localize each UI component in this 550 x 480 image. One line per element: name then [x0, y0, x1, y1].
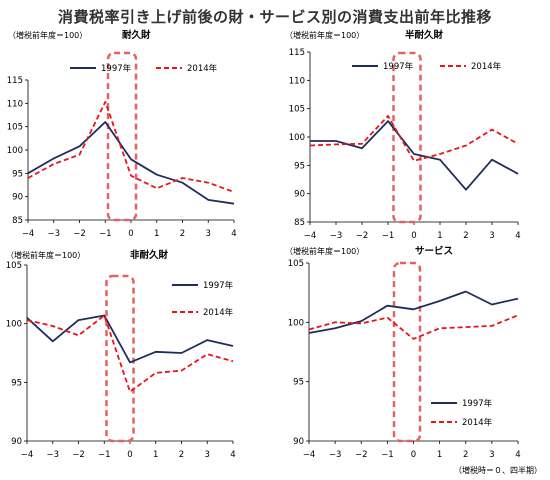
- x-tick-label: 1: [154, 229, 159, 239]
- panel-non-durable: 90 95 100 105 −4 −3 −2 −1 0 1 2 3 4 非耐久財 （増税前年度＝100） 19…: [0, 249, 275, 465]
- y-tick-label: 110: [7, 99, 23, 109]
- x-tick-label: −1: [381, 450, 394, 460]
- y-tick-label: 95: [11, 378, 22, 388]
- x-tick-label: 2: [463, 231, 468, 241]
- x-tick-label: 2: [180, 229, 185, 239]
- y-tick-label: 95: [294, 161, 305, 171]
- x-tick-label: 3: [205, 450, 210, 460]
- series-1997-line: [27, 121, 235, 205]
- chart-title: 消費税率引き上げ前後の財・サービス別の消費支出前年比推移: [57, 8, 492, 26]
- unit-label: （増税前年度＝100）: [285, 30, 364, 40]
- x-tick-label: 0: [411, 231, 416, 241]
- x-tick-label: −2: [72, 450, 85, 460]
- x-tick-label: −4: [22, 229, 35, 239]
- y-tick-label: 95: [12, 169, 23, 179]
- series-2014-line: [308, 314, 519, 340]
- x-tick-label: 1: [437, 450, 442, 460]
- panel-semi-durable: 85 90 95 100 105 110 115 −4 −3 −2 −1 0 1 2 3 4 半耐久財 （増税前年…: [275, 28, 550, 248]
- x-tick-label: −3: [330, 231, 343, 241]
- series-1997-line: [26, 314, 234, 364]
- y-tick-label: 105: [6, 261, 22, 271]
- y-tick-label: 95: [293, 378, 304, 388]
- x-tick-label: −3: [47, 229, 60, 239]
- y-tick-label: 90: [12, 193, 23, 203]
- x-tick-label: 1: [153, 450, 158, 460]
- footnote: （増税時＝０、四半期）: [454, 466, 542, 475]
- panel-title: 耐久財: [122, 29, 151, 41]
- y-tick-label: 105: [289, 105, 305, 115]
- chart-services: 90 95 100 105 −4 −3 −2 −1 0 1 2 3 4 サービス （増税前年度＝100） 19…: [285, 245, 521, 460]
- series-1997-line: [308, 290, 519, 334]
- highlight-box: [392, 261, 422, 443]
- x-tick-label: −4: [303, 450, 316, 460]
- x-tick-label: −2: [73, 229, 86, 239]
- chart-non-durable: 90 95 100 105 −4 −3 −2 −1 0 1 2 3 4 非耐久財 （増税前年度＝100） 19…: [6, 249, 236, 460]
- x-tick-label: −3: [46, 450, 59, 460]
- legend-label: 1997年: [101, 63, 132, 74]
- x-tick-label: 3: [489, 450, 494, 460]
- y-tick-label: 110: [289, 76, 305, 86]
- panel-services: 90 95 100 105 −4 −3 −2 −1 0 1 2 3 4 サービス （増税前年度＝100） 19…: [275, 245, 550, 465]
- highlight-box: [106, 51, 138, 222]
- y-tick-label: 100: [289, 133, 305, 143]
- legend-label: 2014年: [471, 61, 502, 72]
- series-2014-line: [27, 101, 235, 193]
- x-tick-label: 2: [179, 450, 184, 460]
- highlight-box: [392, 51, 422, 224]
- legend-label: 2014年: [187, 63, 218, 74]
- x-tick-label: −3: [329, 450, 342, 460]
- unit-label: （増税前年度＝100）: [285, 246, 364, 256]
- x-tick-label: −4: [304, 231, 317, 241]
- x-tick-label: 4: [231, 229, 236, 239]
- y-tick-label: 100: [288, 318, 304, 328]
- series-2014-line: [309, 115, 519, 162]
- y-tick-label: 115: [289, 48, 305, 58]
- x-tick-label: 1: [437, 231, 442, 241]
- panel-title: サービス: [415, 245, 453, 257]
- y-tick-label: 105: [288, 259, 304, 269]
- x-tick-label: −2: [356, 231, 369, 241]
- x-tick-label: 0: [127, 450, 132, 460]
- y-tick-label: 115: [7, 76, 23, 86]
- y-tick-label: 105: [7, 123, 23, 133]
- x-tick-label: −4: [21, 450, 34, 460]
- x-tick-label: 3: [489, 231, 494, 241]
- x-tick-label: 2: [463, 450, 468, 460]
- legend-label: 1997年: [203, 280, 234, 291]
- legend-label: 2014年: [462, 417, 493, 428]
- x-tick-label: 4: [515, 231, 520, 241]
- x-tick-label: −1: [382, 231, 395, 241]
- panel-title: 非耐久財: [130, 249, 169, 261]
- panel-title: 半耐久財: [405, 29, 444, 41]
- highlight-box: [105, 274, 135, 443]
- x-tick-label: 3: [206, 229, 211, 239]
- x-tick-label: 4: [515, 450, 520, 460]
- series-2014-line: [26, 314, 234, 393]
- y-tick-label: 90: [294, 190, 305, 200]
- legend-label: 1997年: [383, 61, 414, 72]
- panel-durable: 85 90 95 100 105 110 115 −4 −3 −2 −1 0 1 2 3 4 耐久財 （増税前年度…: [0, 28, 275, 248]
- legend-label: 2014年: [203, 307, 234, 318]
- chart-semi-durable: 85 90 95 100 105 110 115 −4 −3 −2 −1 0 1 2 3 4 半耐久財 （増税前年…: [285, 29, 521, 241]
- x-tick-label: −2: [355, 450, 368, 460]
- unit-label: （増税前年度＝100）: [8, 30, 87, 40]
- y-tick-label: 85: [294, 218, 305, 228]
- legend-label: 1997年: [462, 398, 493, 409]
- y-tick-label: 90: [11, 437, 22, 447]
- x-tick-label: 0: [128, 229, 133, 239]
- x-tick-label: −1: [99, 229, 112, 239]
- y-tick-label: 85: [12, 216, 23, 226]
- x-tick-label: 4: [230, 450, 235, 460]
- y-tick-label: 90: [293, 437, 304, 447]
- unit-label: （増税前年度＝100）: [6, 250, 85, 260]
- series-1997-line: [310, 120, 519, 191]
- y-tick-label: 100: [6, 320, 22, 330]
- chart-durable: 85 90 95 100 105 110 115 −4 −3 −2 −1 0 1 2 3 4 耐久財 （増税前年度…: [7, 29, 237, 239]
- y-tick-label: 100: [7, 146, 23, 156]
- x-tick-label: −1: [98, 450, 111, 460]
- x-tick-label: 0: [411, 450, 416, 460]
